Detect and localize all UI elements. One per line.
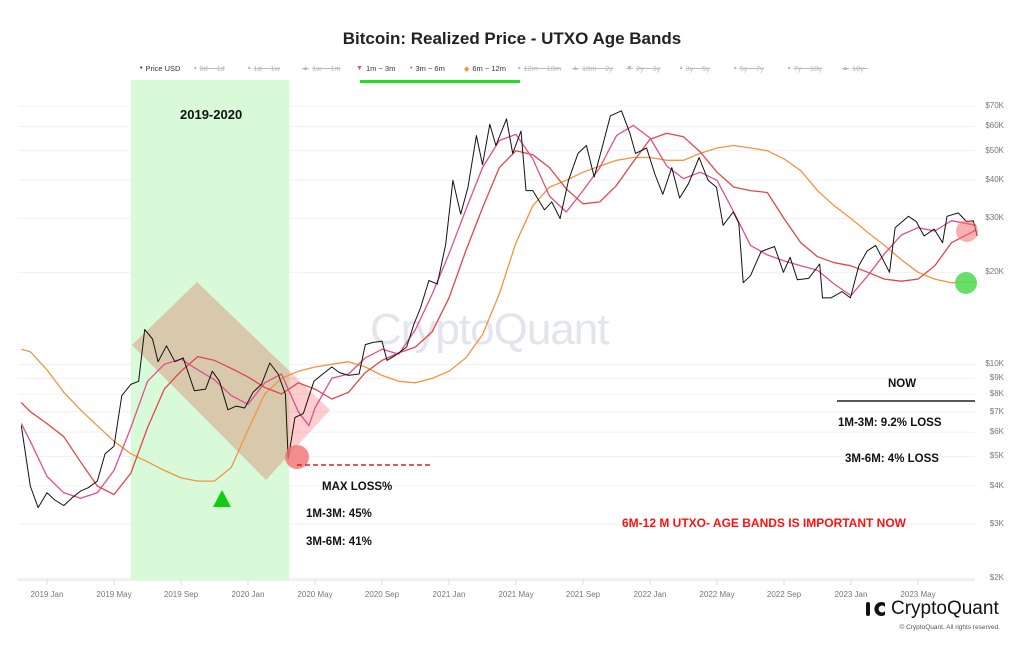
legend-item[interactable]: • 5y ~ 7y: [734, 64, 788, 73]
legend-label: 1m ~ 3m: [365, 64, 396, 73]
now-3m6m: 3M-6M: 4% LOSS: [845, 453, 939, 465]
legend-marker-icon: ▼: [626, 65, 633, 72]
y-tick-label: $4K: [989, 480, 1004, 490]
series-line-6m-12m: [21, 144, 977, 482]
copyright: © CryptoQuant. All rights reserved.: [899, 624, 1000, 631]
y-tick-label: $10K: [985, 359, 1004, 369]
legend-marker-icon: •: [194, 65, 197, 72]
legend-item[interactable]: ▼ 2y ~ 3y: [626, 64, 680, 73]
legend-label: 2y ~ 3y: [635, 64, 661, 73]
legend-label: 6m ~ 12m: [472, 64, 506, 73]
legend-label: 5y ~ 7y: [739, 64, 764, 73]
legend-item[interactable]: • 12m ~ 18m: [518, 64, 572, 73]
y-tick-label: $6K: [989, 427, 1004, 437]
legend-label: 1w ~ 1m: [311, 64, 341, 73]
now-title: NOW: [888, 378, 917, 390]
max-loss-marker: [285, 445, 309, 469]
x-tick-label: 2022 May: [699, 590, 735, 599]
legend-label: 10y~: [851, 64, 869, 73]
y-tick-label: $9K: [989, 373, 1004, 383]
chart-title: Bitcoin: Realized Price - UTXO Age Bands: [342, 29, 682, 48]
y-tick-label: $30K: [985, 213, 1004, 223]
now-1m3m: 1M-3M: 9.2% LOSS: [838, 417, 942, 429]
legend-label: 7y ~ 10y: [793, 64, 823, 73]
cryptoquant-logo: CryptoQuant: [866, 598, 999, 620]
legend-item[interactable]: • Price USD: [140, 64, 194, 73]
x-tick-label: 2019 Sep: [163, 590, 199, 599]
legend-item[interactable]: • 3y ~ 5y: [680, 64, 734, 73]
legend-label: 18m ~ 2y: [581, 64, 613, 73]
y-tick-label: $60K: [985, 121, 1004, 131]
legend-item[interactable]: • 7y ~ 10y: [788, 64, 842, 73]
legend-marker-icon: •: [734, 65, 737, 72]
y-tick-label: $70K: [985, 101, 1004, 110]
x-tick-label: 2023 Jan: [834, 590, 868, 599]
legend-label: 12m ~ 18m: [523, 64, 562, 73]
legend-highlight-underline: [360, 80, 520, 83]
x-tick-label: 2022 Jan: [633, 590, 667, 599]
series-line-1m-3m: [20, 124, 977, 499]
legend-item[interactable]: ▲ 1w ~ 1m: [302, 64, 356, 73]
max-loss-title: MAX LOSS%: [322, 481, 393, 493]
max-loss-3m6m: 3M-6M: 41%: [306, 536, 372, 548]
legend-item[interactable]: ▼ 1m ~ 3m: [356, 64, 410, 73]
x-tick-label: 2019 May: [96, 590, 132, 599]
legend-item[interactable]: ▲ 10y~: [842, 64, 896, 73]
legend-marker-icon: •: [248, 65, 251, 72]
cryptoquant-logo-icon: [866, 602, 885, 616]
legend-label: Price USD: [145, 64, 181, 73]
legend-marker-icon: ▲: [572, 65, 579, 72]
legend-marker-icon: •: [518, 65, 521, 72]
x-tick-label: 2020 Jan: [231, 590, 265, 599]
legend-label: 1d ~ 1w: [253, 64, 280, 73]
x-tick-label: 2021 May: [498, 590, 534, 599]
y-tick-label: $2K: [989, 573, 1004, 583]
legend-marker-icon: ▲: [842, 65, 849, 72]
legend-label: 0d ~ 1d: [199, 64, 225, 73]
legend-marker-icon: •: [788, 65, 791, 72]
legend-label: 3y ~ 5y: [685, 64, 710, 73]
now-loss-marker: [956, 220, 978, 242]
logo-text: CryptoQuant: [891, 598, 999, 619]
max-loss-1m3m: 1M-3M: 45%: [306, 508, 372, 520]
green-triangle-icon: [213, 490, 231, 507]
highlight-note: 6M-12 M UTXO- AGE BANDS IS IMPORTANT NOW: [622, 516, 907, 530]
y-tick-label: $8K: [989, 388, 1004, 398]
y-tick-label: $40K: [985, 175, 1004, 185]
legend-item[interactable]: • 1d ~ 1w: [248, 64, 302, 73]
now-support-marker: [955, 272, 977, 294]
y-tick-label: $3K: [989, 519, 1004, 529]
x-tick-label: 2020 Sep: [364, 590, 400, 599]
y-tick-label: $50K: [985, 145, 1004, 155]
y-tick-label: $5K: [989, 451, 1004, 461]
legend-item[interactable]: ◆ 6m ~ 12m: [464, 64, 518, 73]
x-tick-label: 2021 Sep: [565, 590, 601, 599]
legend-label: 3m ~ 6m: [415, 64, 445, 73]
legend-marker-icon: •: [140, 65, 143, 72]
legend: • Price USD • 0d ~ 1d • 1d ~ 1w ▲ 1w ~ 1m ▼ 1m ~ …: [140, 64, 896, 73]
series-line-price-usd: [20, 110, 978, 509]
legend-item[interactable]: • 3m ~ 6m: [410, 64, 464, 73]
x-tick-label: 2021 Jan: [432, 590, 466, 599]
y-tick-label: $7K: [989, 406, 1004, 416]
x-tick-label: 2023 May: [900, 590, 936, 599]
legend-marker-icon: ▲: [302, 65, 309, 72]
legend-marker-icon: •: [410, 65, 413, 72]
legend-item[interactable]: • 0d ~ 1d: [194, 64, 248, 73]
series-line-3m-6m: [20, 132, 977, 496]
legend-marker-icon: ◆: [464, 65, 470, 73]
legend-marker-icon: ▼: [356, 65, 363, 72]
legend-item[interactable]: ▲ 18m ~ 2y: [572, 64, 626, 73]
x-tick-label: 2022 Sep: [766, 590, 802, 599]
x-tick-label: 2019 Jan: [30, 590, 64, 599]
period-label: 2019-2020: [180, 107, 243, 122]
y-tick-label: $20K: [985, 267, 1004, 277]
legend-marker-icon: •: [680, 65, 683, 72]
declining-channel-highlight: [132, 282, 330, 480]
watermark: CryptoQuant: [370, 305, 609, 354]
x-tick-label: 2020 May: [297, 590, 333, 599]
